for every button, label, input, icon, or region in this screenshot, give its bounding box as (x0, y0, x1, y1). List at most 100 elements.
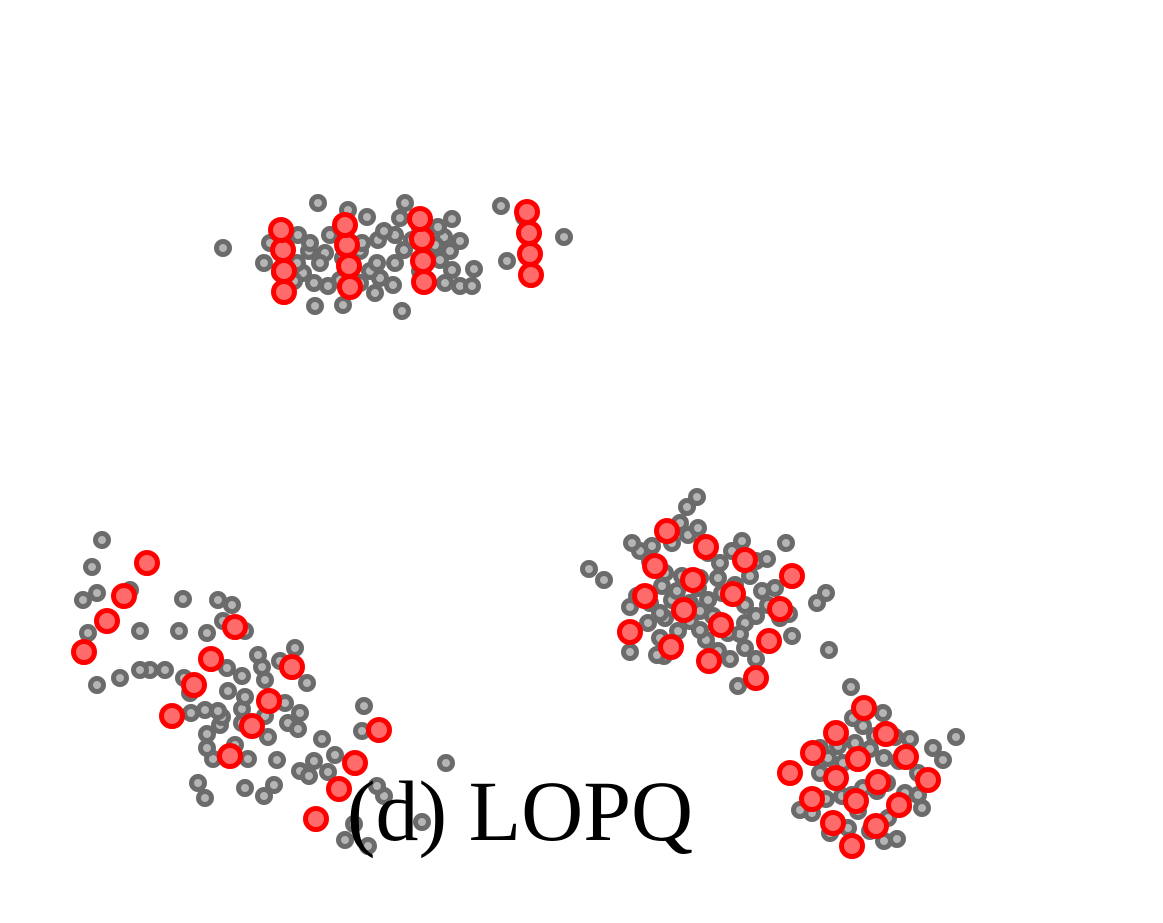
data-point (249, 646, 267, 664)
codeword-point (518, 262, 544, 288)
data-point (219, 682, 237, 700)
codeword-point (654, 518, 680, 544)
data-point (368, 777, 386, 795)
codeword-point (222, 614, 248, 640)
data-point (555, 228, 573, 246)
data-point (319, 277, 337, 295)
codeword-point (851, 695, 877, 721)
data-point (311, 254, 329, 272)
data-point (182, 704, 200, 722)
data-point (451, 232, 469, 250)
codeword-point (863, 813, 889, 839)
codeword-point (514, 199, 540, 225)
data-point (621, 643, 639, 661)
data-point (170, 622, 188, 640)
data-point (321, 226, 339, 244)
data-point (758, 550, 776, 568)
codeword-point (71, 639, 97, 665)
data-point (239, 750, 257, 768)
data-point (156, 661, 174, 679)
codeword-point (823, 720, 849, 746)
codeword-point (407, 206, 433, 232)
data-point (255, 787, 273, 805)
data-point (209, 591, 227, 609)
data-point (623, 534, 641, 552)
data-point (355, 697, 373, 715)
codeword-point (800, 740, 826, 766)
codeword-point (279, 654, 305, 680)
data-point (391, 209, 409, 227)
data-point (711, 554, 729, 572)
data-point (729, 677, 747, 695)
data-point (820, 641, 838, 659)
codeword-point (843, 788, 869, 814)
codeword-point (680, 567, 706, 593)
codeword-point (915, 767, 941, 793)
data-point (93, 531, 111, 549)
data-point (413, 813, 431, 831)
data-point (842, 678, 860, 696)
data-point (218, 659, 236, 677)
data-point (236, 779, 254, 797)
codeword-point (693, 534, 719, 560)
data-point (901, 730, 919, 748)
codeword-point (411, 269, 437, 295)
data-point (358, 208, 376, 226)
data-point (651, 604, 669, 622)
codeword-point (239, 713, 265, 739)
data-point (396, 194, 414, 212)
data-point (386, 254, 404, 272)
codeword-point (820, 810, 846, 836)
data-point (721, 650, 739, 668)
data-point (429, 218, 447, 236)
data-point (733, 532, 751, 550)
data-point (639, 614, 657, 632)
data-point (443, 210, 461, 228)
data-point (233, 667, 251, 685)
codeword-point (708, 612, 734, 638)
data-point (111, 669, 129, 687)
data-point (301, 234, 319, 252)
codeword-point (732, 547, 758, 573)
codeword-point (671, 597, 697, 623)
codeword-point (642, 553, 668, 579)
data-point (259, 728, 277, 746)
codeword-point (366, 717, 392, 743)
data-point (817, 584, 835, 602)
data-point (336, 831, 354, 849)
data-point (298, 674, 316, 692)
data-point (88, 584, 106, 602)
codeword-point (271, 258, 297, 284)
data-point (88, 676, 106, 694)
codeword-point (332, 212, 358, 238)
data-point (436, 274, 454, 292)
data-point (874, 704, 892, 722)
data-point (131, 661, 149, 679)
codeword-point (326, 776, 352, 802)
codeword-point (696, 648, 722, 674)
codeword-point (893, 744, 919, 770)
codeword-point (756, 628, 782, 654)
codeword-point (517, 241, 543, 267)
codeword-point (217, 743, 243, 769)
data-point (888, 830, 906, 848)
data-point (747, 650, 765, 668)
data-point (375, 222, 393, 240)
data-point (223, 596, 241, 614)
codeword-point (777, 760, 803, 786)
codeword-point (342, 750, 368, 776)
codeword-point (516, 220, 542, 246)
data-point (198, 725, 216, 743)
codeword-point (839, 833, 865, 859)
codeword-point (303, 806, 329, 832)
data-point (198, 739, 216, 757)
data-point (196, 789, 214, 807)
codeword-point (799, 786, 825, 812)
data-point (74, 591, 92, 609)
data-point (255, 254, 273, 272)
codeword-point (159, 703, 185, 729)
codeword-point (181, 672, 207, 698)
codeword-point (845, 746, 871, 772)
data-point (305, 274, 323, 292)
